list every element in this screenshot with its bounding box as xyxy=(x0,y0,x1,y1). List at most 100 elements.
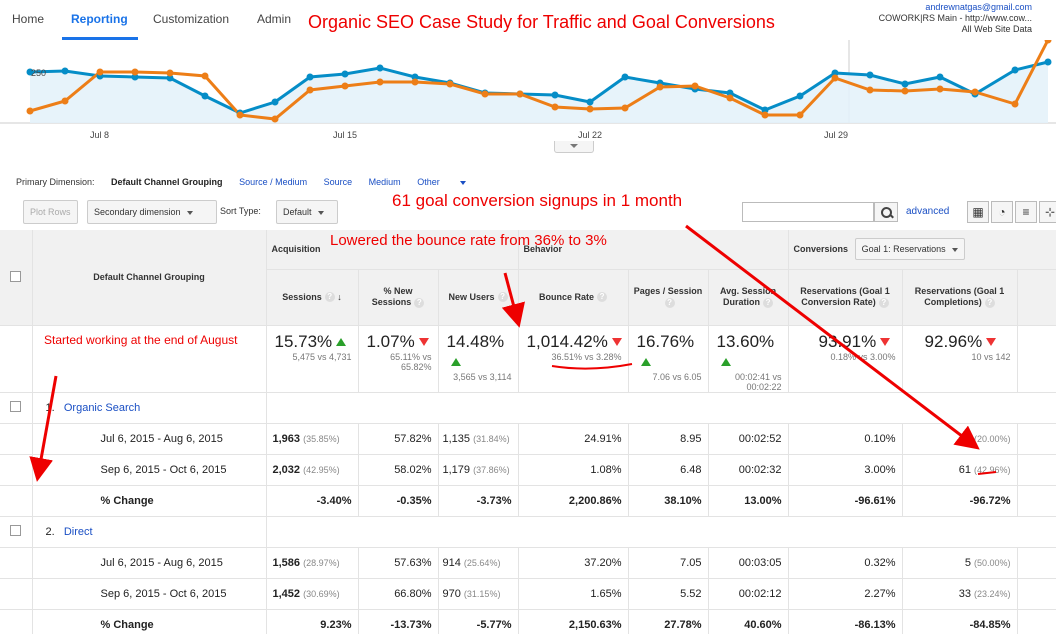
chart-point[interactable] xyxy=(376,78,384,86)
table-cell: 57.82% xyxy=(358,423,439,455)
chart-point[interactable] xyxy=(411,73,419,81)
sort-type-select[interactable]: Default xyxy=(276,200,338,224)
chart-point[interactable] xyxy=(901,80,909,88)
help-icon[interactable]: ? xyxy=(763,297,774,308)
col-new-sessions[interactable]: % New Sessions? xyxy=(358,269,439,326)
chart-point[interactable] xyxy=(796,92,804,100)
chart-point[interactable] xyxy=(761,106,769,114)
chart-point[interactable] xyxy=(376,64,384,72)
account-info[interactable]: andrewnatgas@gmail.com COWORK|RS Main - … xyxy=(879,2,1032,35)
chart-point[interactable] xyxy=(586,105,594,113)
channel-link[interactable]: Organic Search xyxy=(63,401,141,414)
chart-point[interactable] xyxy=(446,80,454,88)
chart-point[interactable] xyxy=(26,68,34,76)
help-icon[interactable]: ? xyxy=(984,297,995,308)
chart-point[interactable] xyxy=(411,78,419,86)
chart-point[interactable] xyxy=(586,98,594,106)
chart-point[interactable] xyxy=(621,104,629,112)
nav-admin[interactable]: Admin xyxy=(257,12,292,26)
select-all-checkbox[interactable] xyxy=(10,270,22,282)
help-icon[interactable]: ? xyxy=(664,297,675,308)
row-checkbox[interactable] xyxy=(10,400,22,412)
chart-point[interactable] xyxy=(166,69,174,77)
chart-point[interactable] xyxy=(341,82,349,90)
chart-point[interactable] xyxy=(481,90,489,98)
chart-point[interactable] xyxy=(726,94,734,102)
chart-point[interactable] xyxy=(61,97,69,105)
chart-point[interactable] xyxy=(1044,58,1052,66)
chart-point[interactable] xyxy=(26,107,34,115)
pivot-view-icon[interactable]: ⊹ xyxy=(1039,201,1056,223)
dimension-other[interactable]: Other xyxy=(417,177,480,187)
chart-point[interactable] xyxy=(306,73,314,81)
chart-point[interactable] xyxy=(971,88,979,96)
bar-view-icon[interactable]: ≡ xyxy=(1015,201,1037,223)
chart-point[interactable] xyxy=(131,68,139,76)
chart-point[interactable] xyxy=(341,70,349,78)
nav-reporting[interactable]: Reporting xyxy=(71,12,128,26)
chart-point[interactable] xyxy=(201,92,209,100)
chart-point[interactable] xyxy=(551,103,559,111)
help-icon[interactable]: ? xyxy=(878,297,889,308)
chart-point[interactable] xyxy=(271,98,279,106)
dimension-source[interactable]: Source xyxy=(323,177,353,187)
chart-point[interactable] xyxy=(866,71,874,79)
chart-point[interactable] xyxy=(61,67,69,75)
search-icon[interactable] xyxy=(874,202,898,222)
chart-point[interactable] xyxy=(656,83,664,91)
period-label: Sep 6, 2015 - Oct 6, 2015 xyxy=(100,463,227,476)
chart-point[interactable] xyxy=(936,85,944,93)
help-icon[interactable]: ? xyxy=(414,297,425,308)
help-icon[interactable]: ? xyxy=(324,292,335,303)
plot-rows-button[interactable]: Plot Rows xyxy=(23,200,78,224)
chart-point[interactable] xyxy=(1011,66,1019,74)
chart-point[interactable] xyxy=(516,90,524,98)
col-pages-session[interactable]: Pages / Session? xyxy=(628,269,709,326)
chart-point[interactable] xyxy=(271,115,279,123)
table-view-icon[interactable]: ▦ xyxy=(967,201,989,223)
chart-point[interactable] xyxy=(551,91,559,99)
chart-point[interactable] xyxy=(936,73,944,81)
dimension-header[interactable]: Default Channel Grouping xyxy=(32,230,267,326)
channel-link[interactable]: Direct xyxy=(63,525,93,538)
chart-point[interactable] xyxy=(131,73,139,81)
pie-view-icon[interactable]: ◔ xyxy=(991,201,1013,223)
chart-point[interactable] xyxy=(96,68,104,76)
completions-pct: (50.00%) xyxy=(974,557,1011,568)
col-avg-duration[interactable]: Avg. Session Duration? xyxy=(708,269,789,326)
chart-point[interactable] xyxy=(796,111,804,119)
col-bounce-rate[interactable]: Bounce Rate? xyxy=(518,269,629,326)
chart-point[interactable] xyxy=(726,89,734,97)
primary-dimension-bar: Primary Dimension: Default Channel Group… xyxy=(16,177,494,187)
secondary-dimension-select[interactable]: Secondary dimension xyxy=(87,200,217,224)
chart-point[interactable] xyxy=(1011,100,1019,108)
chart-point[interactable] xyxy=(901,87,909,95)
col-completions[interactable]: Reservations (Goal 1 Completions)? xyxy=(902,269,1018,326)
chart-point[interactable] xyxy=(306,86,314,94)
chart-point[interactable] xyxy=(236,111,244,119)
dimension-source-medium[interactable]: Source / Medium xyxy=(239,177,308,187)
chart-collapse-handle[interactable] xyxy=(554,141,594,153)
account-email[interactable]: andrewnatgas@gmail.com xyxy=(925,2,1032,12)
chart-point[interactable] xyxy=(166,74,174,82)
nav-customization[interactable]: Customization xyxy=(153,12,230,26)
row-checkbox[interactable] xyxy=(10,524,22,536)
chart-point[interactable] xyxy=(761,111,769,119)
chart-point[interactable] xyxy=(831,74,839,82)
chart-point[interactable] xyxy=(831,69,839,77)
goal-select[interactable]: Goal 1: Reservations xyxy=(854,238,965,261)
table-cell xyxy=(0,454,33,486)
help-icon[interactable]: ? xyxy=(597,292,608,303)
help-icon[interactable]: ? xyxy=(497,292,508,303)
col-sessions[interactable]: Sessions? ↓ xyxy=(266,269,359,326)
previous-period-line xyxy=(29,39,1050,121)
advanced-filter-link[interactable]: advanced xyxy=(906,206,950,217)
chart-point[interactable] xyxy=(201,72,209,80)
chart-point[interactable] xyxy=(621,73,629,81)
report-table: Default Channel Grouping Acquisition Beh… xyxy=(0,230,1056,634)
chart-point[interactable] xyxy=(691,82,699,90)
nav-home[interactable]: Home xyxy=(12,12,45,26)
col-conv-rate[interactable]: Reservations (Goal 1 Conversion Rate)? xyxy=(788,269,903,326)
dimension-medium[interactable]: Medium xyxy=(368,177,401,187)
chart-point[interactable] xyxy=(866,86,874,94)
